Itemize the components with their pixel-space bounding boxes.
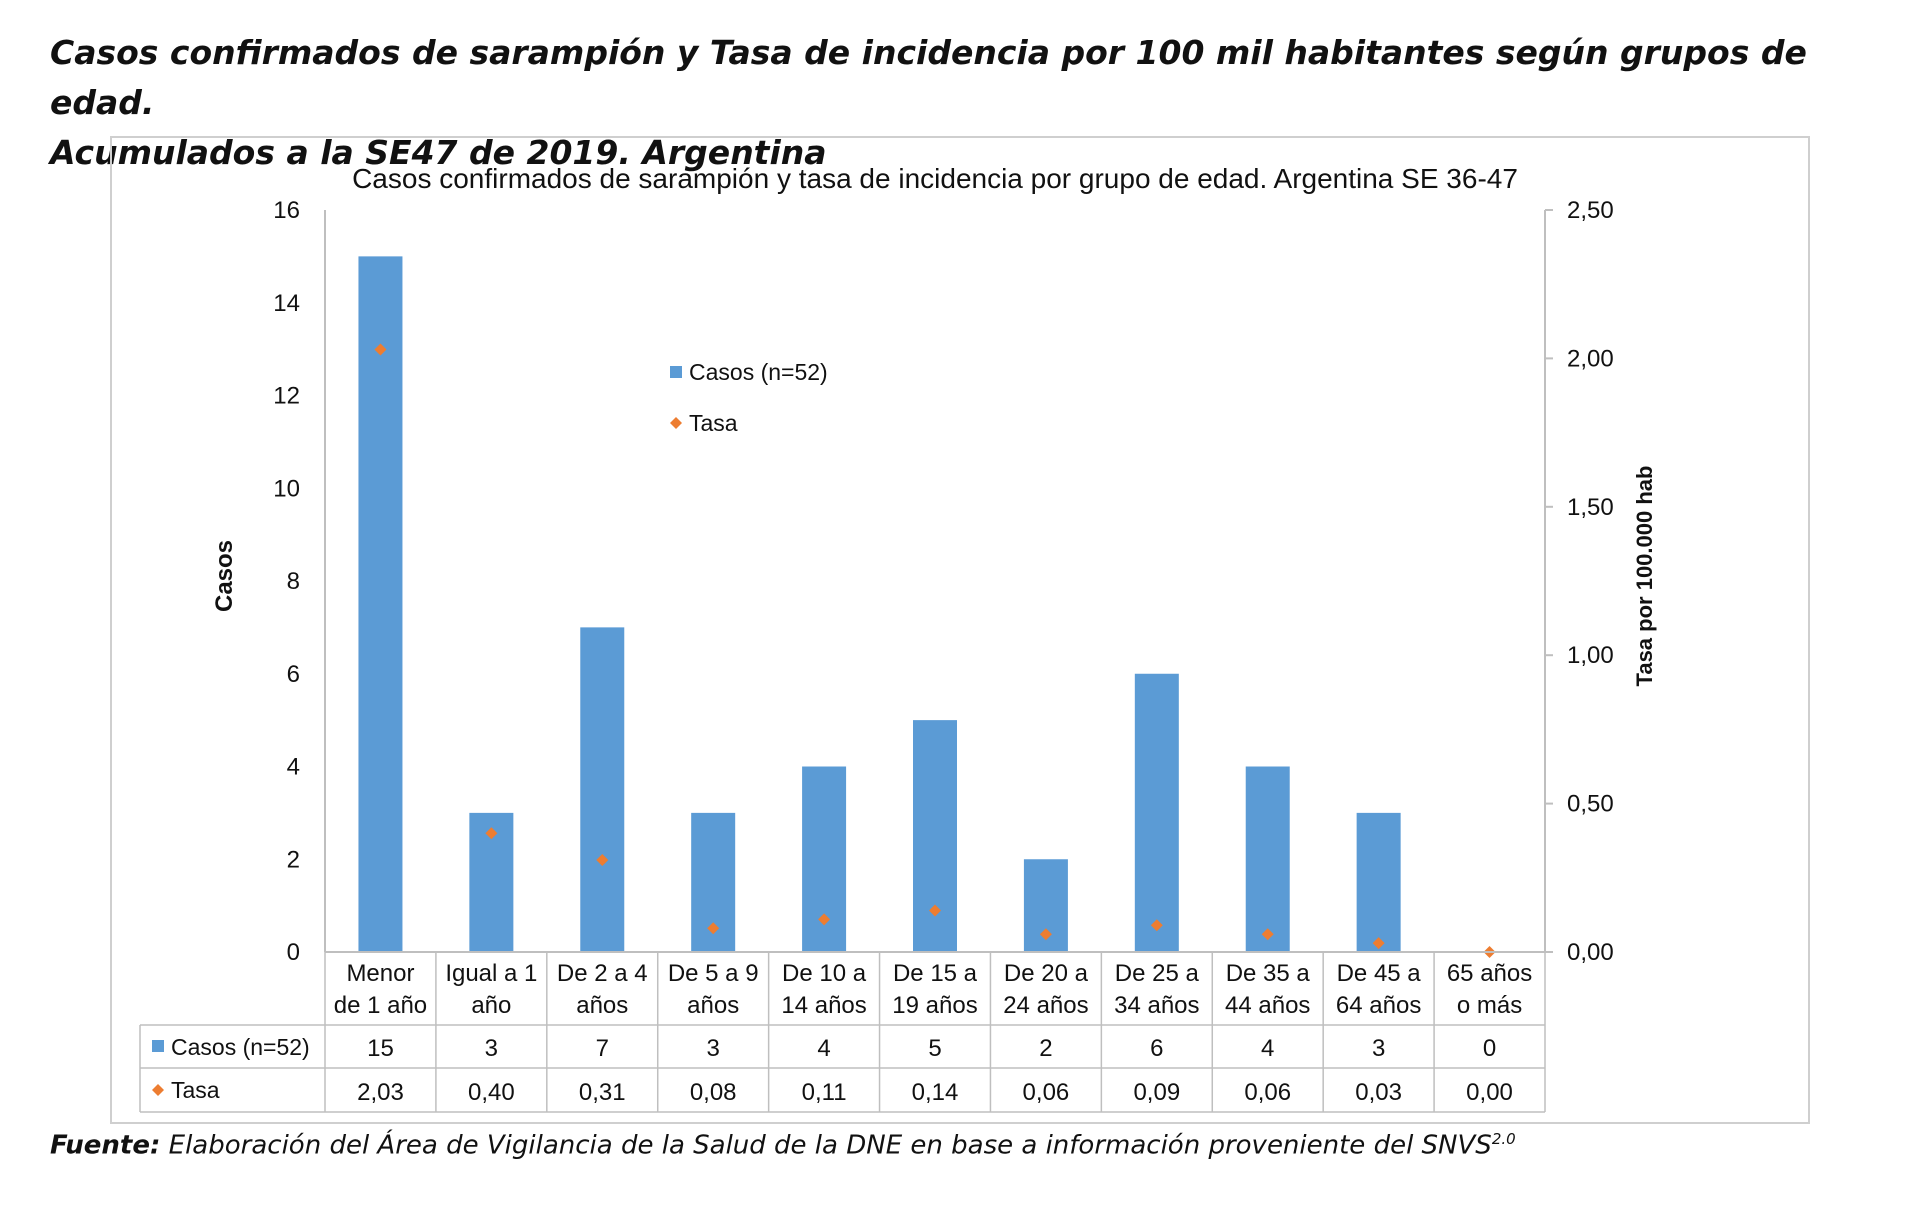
table-tasa-value: 0,11 [802, 1079, 847, 1106]
table-tasa-header: Tasa [171, 1077, 220, 1103]
tasa-marker [596, 853, 609, 866]
x-tick-label: De 45 a [1337, 960, 1422, 987]
x-tick-label: 24 años [1003, 992, 1088, 1019]
tasa-marker [818, 913, 831, 926]
table-casos-value: 4 [1261, 1035, 1274, 1062]
legend-casos-swatch [670, 366, 682, 378]
table-tasa-value: 0,06 [1244, 1079, 1291, 1106]
table-tasa-value: 0,40 [468, 1079, 515, 1106]
y2-tick-label: 1,00 [1567, 642, 1614, 669]
x-tick-label: 64 años [1336, 992, 1421, 1019]
table-casos-value: 15 [367, 1035, 394, 1062]
table-tasa-value: 0,31 [579, 1079, 626, 1106]
table-casos-value: 0 [1483, 1035, 1496, 1062]
table-casos-header: Casos (n=52) [171, 1034, 310, 1060]
legend-casos-label: Casos (n=52) [689, 359, 828, 385]
table-casos-value: 4 [817, 1035, 830, 1062]
x-tick-label: De 20 a [1004, 960, 1089, 987]
y2-tick-label: 2,50 [1567, 197, 1614, 224]
table-tasa-value: 2,03 [357, 1079, 404, 1106]
y2-tick-label: 1,50 [1567, 494, 1614, 521]
table-casos-value: 3 [707, 1035, 720, 1062]
x-tick-label: 14 años [781, 992, 866, 1019]
bar-casos [358, 256, 403, 952]
page-title: Casos confirmados de sarampión y Tasa de… [50, 28, 1850, 178]
tasa-marker [1261, 928, 1274, 941]
x-tick-label: de 1 año [334, 992, 427, 1019]
table-casos-value: 3 [1372, 1035, 1385, 1062]
bar-casos [1245, 766, 1290, 952]
table-tasa-marker [152, 1084, 164, 1096]
table-casos-value: 2 [1039, 1035, 1052, 1062]
legend-tasa-marker [670, 417, 682, 429]
x-tick-label: 19 años [892, 992, 977, 1019]
y-tick-label: 0 [287, 939, 300, 966]
x-tick-label: 44 años [1225, 992, 1310, 1019]
table-casos-value: 7 [596, 1035, 609, 1062]
y-tick-label: 12 [273, 383, 300, 410]
table-tasa-value: 0,06 [1023, 1079, 1070, 1106]
x-tick-label: año [471, 992, 511, 1019]
table-tasa-value: 0,14 [912, 1079, 959, 1106]
x-tick-label: años [687, 992, 739, 1019]
footer-superscript: 2.0 [1491, 1130, 1516, 1148]
x-tick-label: De 25 a [1115, 960, 1200, 987]
tasa-marker [929, 904, 941, 917]
table-casos-value: 6 [1150, 1035, 1163, 1062]
y-axis-title: Casos [211, 540, 238, 612]
x-tick-label: 34 años [1114, 992, 1199, 1019]
tasa-marker [1039, 928, 1052, 941]
source-footer: Fuente: Elaboración del Área de Vigilanc… [50, 1130, 1900, 1161]
y-tick-label: 10 [273, 475, 300, 502]
table-tasa-value: 0,00 [1466, 1079, 1513, 1106]
page-title-line2: Acumulados a la SE47 de 2019. Argentina [50, 133, 827, 172]
tasa-marker [374, 343, 387, 356]
chart-frame [110, 136, 1810, 1124]
x-tick-label: De 35 a [1226, 960, 1311, 987]
table-tasa-value: 0,09 [1133, 1079, 1180, 1106]
table-casos-value: 3 [485, 1035, 498, 1062]
y2-tick-label: 0,00 [1567, 939, 1614, 966]
y-tick-label: 6 [287, 661, 300, 688]
x-tick-label: Igual a 1 [445, 960, 537, 987]
x-tick-label: De 15 a [893, 960, 978, 987]
bar-casos [1134, 673, 1179, 952]
y-tick-label: 14 [273, 290, 300, 317]
table-casos-value: 5 [928, 1035, 941, 1062]
chart-title: Casos confirmados de sarampión y tasa de… [352, 163, 1518, 194]
y2-axis-title: Tasa por 100.000 hab [1632, 466, 1657, 687]
bar-casos [580, 627, 625, 952]
x-tick-label: De 10 a [782, 960, 867, 987]
y2-tick-label: 0,50 [1567, 791, 1614, 818]
tasa-marker [707, 922, 720, 935]
tasa-marker [1372, 937, 1385, 950]
x-tick-label: De 2 a 4 [557, 960, 648, 987]
x-tick-label: De 5 a 9 [668, 960, 759, 987]
legend-tasa-label: Tasa [689, 410, 738, 436]
y-tick-label: 8 [287, 568, 300, 595]
table-tasa-value: 0,08 [690, 1079, 737, 1106]
page-title-line1: Casos confirmados de sarampión y Tasa de… [50, 33, 1807, 122]
y-tick-label: 2 [287, 846, 300, 873]
x-tick-label: Menor [346, 960, 414, 987]
x-tick-label: 65 años [1447, 960, 1532, 987]
x-tick-label: o más [1457, 992, 1522, 1019]
y-tick-label: 4 [287, 754, 300, 781]
table-casos-swatch [152, 1040, 164, 1052]
tasa-marker [1150, 919, 1163, 932]
footer-label: Fuente: [50, 1130, 161, 1161]
y-tick-label: 16 [273, 197, 300, 224]
bar-casos [913, 720, 957, 952]
bar-casos [1356, 812, 1401, 952]
y2-tick-label: 2,00 [1567, 345, 1614, 372]
tasa-marker [485, 827, 498, 840]
table-tasa-value: 0,03 [1355, 1079, 1402, 1106]
footer-text: Elaboración del Área de Vigilancia de la… [168, 1130, 1492, 1161]
x-tick-label: años [576, 992, 628, 1019]
